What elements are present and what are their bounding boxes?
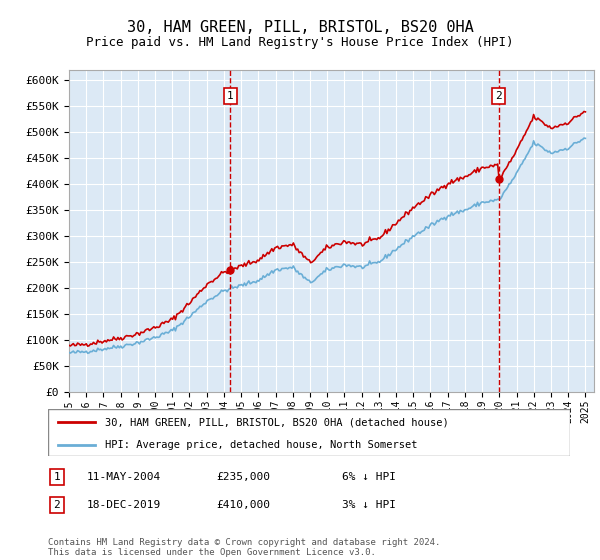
Text: HPI: Average price, detached house, North Somerset: HPI: Average price, detached house, Nort… (106, 440, 418, 450)
Text: 6% ↓ HPI: 6% ↓ HPI (342, 472, 396, 482)
Text: 1: 1 (53, 472, 61, 482)
Text: 30, HAM GREEN, PILL, BRISTOL, BS20 0HA: 30, HAM GREEN, PILL, BRISTOL, BS20 0HA (127, 20, 473, 35)
Text: Contains HM Land Registry data © Crown copyright and database right 2024.
This d: Contains HM Land Registry data © Crown c… (48, 538, 440, 557)
Text: 2: 2 (53, 500, 61, 510)
Text: 1: 1 (227, 91, 233, 101)
Text: £235,000: £235,000 (216, 472, 270, 482)
Text: Price paid vs. HM Land Registry's House Price Index (HPI): Price paid vs. HM Land Registry's House … (86, 36, 514, 49)
Text: 2: 2 (495, 91, 502, 101)
Text: 11-MAY-2004: 11-MAY-2004 (87, 472, 161, 482)
Text: 18-DEC-2019: 18-DEC-2019 (87, 500, 161, 510)
Text: 30, HAM GREEN, PILL, BRISTOL, BS20 0HA (detached house): 30, HAM GREEN, PILL, BRISTOL, BS20 0HA (… (106, 417, 449, 427)
Text: 3% ↓ HPI: 3% ↓ HPI (342, 500, 396, 510)
Text: £410,000: £410,000 (216, 500, 270, 510)
